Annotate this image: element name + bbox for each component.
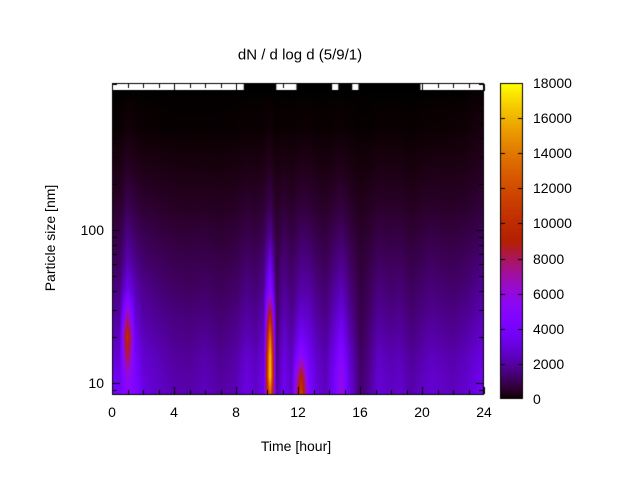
- x-tick-label: 12: [290, 404, 306, 420]
- colorbar-tick-label: 4000: [533, 321, 565, 337]
- colorbar-tick-label: 12000: [533, 180, 572, 196]
- x-tick-label: 8: [232, 404, 240, 420]
- colorbar-tick-label: 18000: [533, 75, 572, 91]
- x-tick-label: 0: [108, 404, 116, 420]
- colorbar-tick-label: 16000: [533, 110, 572, 126]
- colorbar-tick-label: 2000: [533, 356, 565, 372]
- y-tick-label: 10: [88, 375, 104, 391]
- colorbar-tick-label: 0: [533, 391, 541, 407]
- colorbar-tick-label: 8000: [533, 251, 565, 267]
- x-axis-label: Time [hour]: [260, 438, 332, 454]
- colorbar-tick-label: 10000: [533, 215, 572, 231]
- colorbar-tick-label: 14000: [533, 145, 572, 161]
- x-tick-label: 20: [414, 404, 430, 420]
- colorbar-tick-label: 6000: [533, 286, 565, 302]
- x-tick-label: 24: [476, 404, 492, 420]
- x-tick-label: 16: [352, 404, 368, 420]
- y-tick-label: 100: [80, 222, 104, 238]
- y-axis-label: Particle size [nm]: [42, 184, 58, 292]
- x-tick-label: 4: [170, 404, 178, 420]
- chart-title: dN / d log d (5/9/1): [237, 46, 363, 64]
